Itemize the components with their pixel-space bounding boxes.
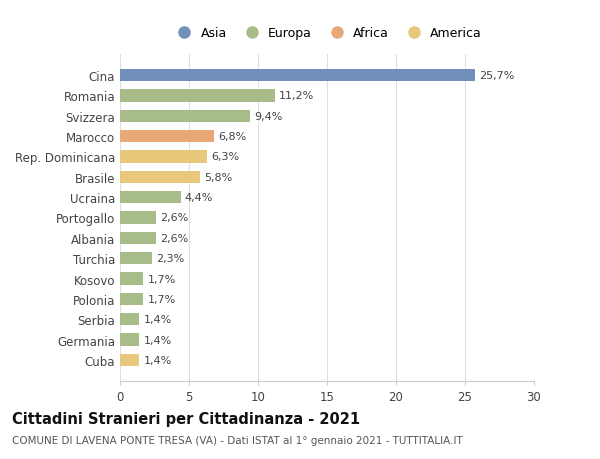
Text: 2,6%: 2,6% (160, 233, 188, 243)
Text: 4,4%: 4,4% (185, 193, 213, 203)
Text: 11,2%: 11,2% (278, 91, 314, 101)
Text: 6,8%: 6,8% (218, 132, 246, 142)
Text: 1,4%: 1,4% (143, 355, 172, 365)
Text: 9,4%: 9,4% (254, 112, 282, 122)
Bar (120, 90, 275, 102)
Bar (120, 212, 156, 224)
Text: 1,7%: 1,7% (148, 294, 176, 304)
Bar (120, 171, 200, 184)
Text: 25,7%: 25,7% (479, 71, 514, 81)
Text: 1,4%: 1,4% (143, 335, 172, 345)
Bar (120, 354, 139, 366)
Text: 1,4%: 1,4% (143, 314, 172, 325)
Bar (120, 273, 143, 285)
Bar (120, 151, 207, 163)
Bar (120, 192, 181, 204)
Text: COMUNE DI LAVENA PONTE TRESA (VA) - Dati ISTAT al 1° gennaio 2021 - TUTTITALIA.I: COMUNE DI LAVENA PONTE TRESA (VA) - Dati… (12, 435, 463, 445)
Text: Cittadini Stranieri per Cittadinanza - 2021: Cittadini Stranieri per Cittadinanza - 2… (12, 411, 360, 426)
Bar (120, 293, 143, 305)
Text: 2,6%: 2,6% (160, 213, 188, 223)
Text: 5,8%: 5,8% (204, 173, 232, 182)
Bar (120, 70, 475, 82)
Bar (120, 232, 156, 244)
Bar (120, 111, 250, 123)
Bar (120, 313, 139, 325)
Bar (120, 131, 214, 143)
Text: 1,7%: 1,7% (148, 274, 176, 284)
Legend: Asia, Europa, Africa, America: Asia, Europa, Africa, America (167, 22, 487, 45)
Bar (120, 334, 139, 346)
Text: 2,3%: 2,3% (156, 254, 184, 263)
Bar (120, 252, 152, 265)
Text: 6,3%: 6,3% (211, 152, 239, 162)
